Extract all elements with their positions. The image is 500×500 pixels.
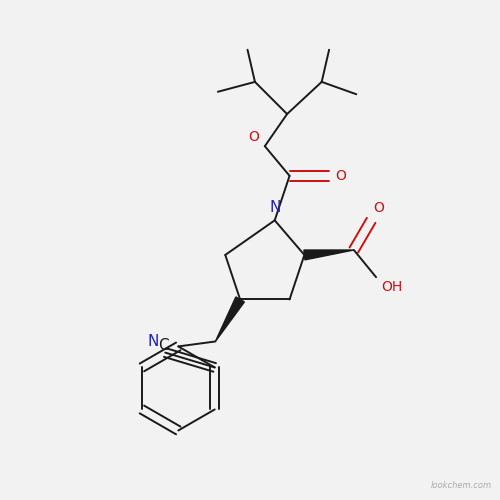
Text: lookchem.com: lookchem.com <box>431 481 492 490</box>
Text: O: O <box>248 130 259 143</box>
Polygon shape <box>216 297 244 342</box>
Text: O: O <box>335 169 346 183</box>
Text: C: C <box>158 338 169 352</box>
Text: OH: OH <box>381 280 402 293</box>
Text: O: O <box>374 202 384 215</box>
Text: N: N <box>269 200 280 216</box>
Polygon shape <box>304 250 354 260</box>
Text: N: N <box>148 334 160 348</box>
